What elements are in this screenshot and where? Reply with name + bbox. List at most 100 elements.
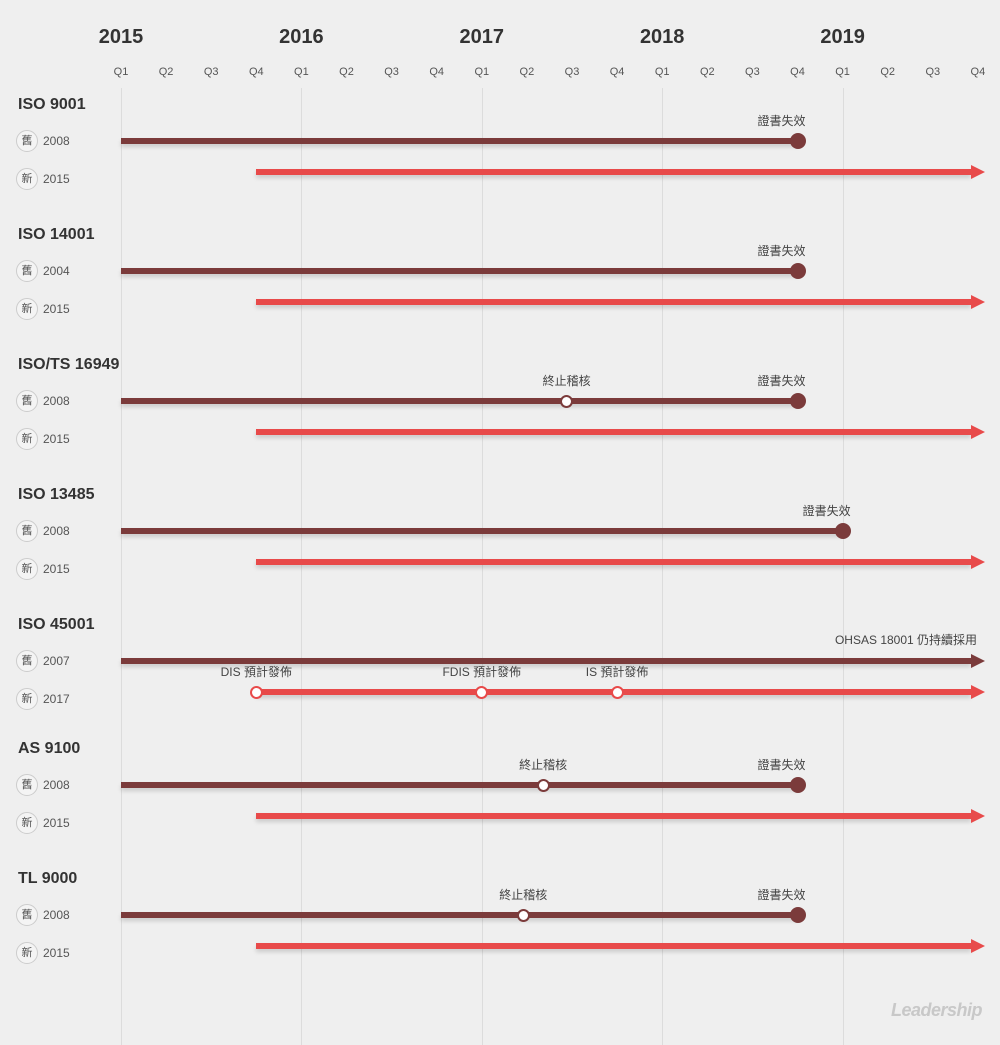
old-version-badge: 舊	[16, 260, 38, 282]
new-version-year: 2015	[43, 302, 70, 316]
old-version-badge: 舊	[16, 904, 38, 926]
old-version-year: 2008	[43, 134, 70, 148]
old-version-year: 2008	[43, 908, 70, 922]
milestone-label: 證書失效	[757, 888, 806, 902]
new-version-badge: 新	[16, 168, 38, 190]
old-version-year: 2007	[43, 654, 70, 668]
standard-title: ISO 14001	[18, 226, 95, 243]
milestone-label: DIS 預計發佈	[220, 665, 292, 679]
milestone-filled-dot	[789, 777, 806, 793]
milestone-label: 證書失效	[802, 504, 851, 518]
standard-title: AS 9100	[18, 740, 81, 757]
new-version-badge: 新	[16, 558, 38, 580]
old-version-bar	[121, 528, 843, 534]
year-gridline	[842, 88, 844, 1045]
old-version-bar	[121, 782, 798, 788]
old-version-bar	[121, 398, 798, 404]
milestone-filled-dot	[789, 263, 806, 279]
year-gridline	[301, 88, 303, 1045]
new-version-bar	[256, 813, 971, 819]
old-version-bar	[121, 138, 798, 144]
milestone-hollow-dot	[536, 778, 550, 792]
milestone-filled-dot	[789, 133, 806, 149]
old-version-badge: 舊	[16, 774, 38, 796]
old-version-badge: 舊	[16, 390, 38, 412]
quarter-label: Q3	[203, 66, 219, 78]
new-version-year: 2015	[43, 432, 70, 446]
arrow-head-icon	[971, 654, 985, 668]
milestone-label: 證書失效	[757, 758, 806, 772]
year-gridline	[662, 88, 664, 1045]
year-gridline	[481, 88, 483, 1045]
old-version-bar	[121, 912, 798, 918]
old-version-year: 2004	[43, 264, 70, 278]
arrow-head-icon	[971, 685, 985, 699]
milestone-hollow-dot	[610, 685, 624, 699]
quarter-label: Q2	[519, 66, 535, 78]
quarter-label: Q4	[429, 66, 445, 78]
old-version-year: 2008	[43, 524, 70, 538]
milestone-label: FDIS 預計發佈	[442, 665, 522, 679]
standard-title: ISO 45001	[18, 616, 95, 633]
new-version-year: 2017	[43, 692, 70, 706]
milestone-hollow-dot	[249, 685, 263, 699]
standard-title: TL 9000	[18, 870, 78, 887]
new-version-badge: 新	[16, 812, 38, 834]
year-label: 2017	[459, 26, 505, 48]
old-version-badge: 舊	[16, 650, 38, 672]
quarter-label: Q4	[790, 66, 805, 78]
milestone-label: 終止稽核	[519, 758, 568, 772]
status-note: OHSAS 18001 仍持續採用	[834, 633, 978, 647]
milestone-label: 證書失效	[757, 374, 806, 388]
milestone-hollow-dot	[516, 908, 530, 922]
standard-title: ISO 9001	[18, 96, 86, 113]
old-version-badge: 舊	[16, 130, 38, 152]
quarter-label: Q4	[970, 66, 986, 78]
arrow-head-icon	[971, 165, 985, 179]
quarter-label: Q3	[564, 66, 580, 78]
new-version-badge: 新	[16, 298, 38, 320]
year-label: 2019	[820, 26, 865, 48]
milestone-hollow-dot	[560, 394, 574, 408]
old-version-bar	[121, 268, 798, 274]
milestone-filled-dot	[834, 523, 851, 539]
quarter-label: Q2	[699, 66, 715, 78]
new-version-badge: 新	[16, 688, 38, 710]
milestone-hollow-dot	[475, 685, 489, 699]
old-version-bar	[121, 658, 971, 664]
quarter-label: Q1	[294, 66, 309, 78]
quarter-label: Q1	[113, 66, 129, 78]
year-label: 2016	[279, 26, 324, 48]
new-version-year: 2015	[43, 816, 70, 830]
milestone-filled-dot	[789, 907, 806, 923]
new-version-year: 2015	[43, 946, 70, 960]
quarter-label: Q2	[339, 66, 354, 78]
arrow-head-icon	[971, 555, 985, 569]
milestone-label: 證書失效	[757, 244, 806, 258]
arrow-head-icon	[971, 425, 985, 439]
quarter-label: Q3	[745, 66, 760, 78]
new-version-bar	[256, 559, 971, 565]
quarter-label: Q1	[835, 66, 850, 78]
quarter-label: Q4	[609, 66, 625, 78]
new-version-year: 2015	[43, 562, 70, 576]
new-version-bar	[256, 429, 971, 435]
quarter-label: Q1	[654, 66, 670, 78]
milestone-label: IS 預計發佈	[585, 665, 649, 679]
milestone-label: 終止稽核	[499, 888, 548, 902]
year-label: 2015	[98, 26, 144, 48]
year-label: 2018	[639, 26, 685, 48]
new-version-bar	[256, 943, 971, 949]
new-version-bar	[256, 169, 971, 175]
standard-title: ISO 13485	[18, 486, 95, 503]
milestone-filled-dot	[789, 393, 806, 409]
quarter-label: Q2	[158, 66, 174, 78]
milestone-label: 終止稽核	[542, 374, 591, 388]
milestone-label: 證書失效	[757, 114, 806, 128]
year-gridline	[121, 88, 122, 1045]
new-version-year: 2015	[43, 172, 70, 186]
standard-title: ISO/TS 16949	[18, 356, 120, 373]
arrow-head-icon	[971, 295, 985, 309]
quarter-label: Q1	[474, 66, 490, 78]
old-version-year: 2008	[43, 394, 70, 408]
